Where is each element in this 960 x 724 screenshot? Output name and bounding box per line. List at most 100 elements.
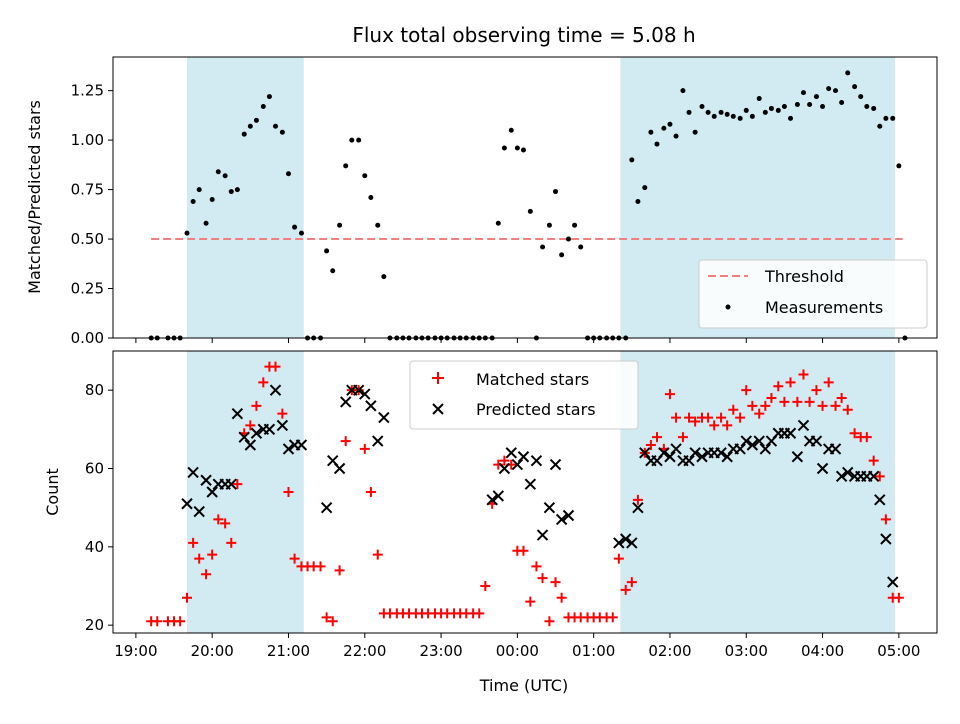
predicted-star-point bbox=[835, 470, 848, 483]
measurement-point bbox=[190, 198, 196, 204]
matched-star-point bbox=[716, 412, 727, 423]
predicted-star-points bbox=[181, 384, 899, 588]
predicted-star-point bbox=[721, 451, 733, 463]
legend-threshold-label: Threshold bbox=[764, 267, 844, 286]
predicted-star-point bbox=[753, 435, 765, 447]
predicted-star-point bbox=[696, 451, 708, 463]
predicted-star-point bbox=[206, 486, 218, 498]
measurement-point bbox=[514, 145, 520, 151]
matched-star-point bbox=[340, 436, 351, 447]
predicted-star-point bbox=[829, 443, 842, 455]
top-y-ticks: 0.00 0.25 0.50 0.75 1.00 1.25 bbox=[71, 82, 113, 347]
matched-star-point bbox=[188, 537, 199, 548]
measurement-point bbox=[184, 230, 190, 236]
matched-star-point bbox=[684, 412, 695, 423]
matched-star-point bbox=[773, 381, 784, 392]
measurement-point bbox=[661, 125, 667, 131]
measurement-point bbox=[234, 187, 240, 193]
measurement-point bbox=[680, 88, 686, 94]
measurement-point bbox=[546, 222, 552, 228]
matched-star-point bbox=[321, 612, 332, 623]
measurement-point bbox=[768, 105, 774, 111]
matched-star-point bbox=[289, 553, 300, 564]
predicted-star-point bbox=[759, 443, 772, 455]
measurement-point bbox=[337, 222, 343, 228]
predicted-star-point bbox=[555, 513, 568, 526]
predicted-star-point bbox=[511, 458, 524, 471]
predicted-star-point bbox=[492, 490, 505, 502]
measurement-point bbox=[241, 131, 247, 137]
predicted-star-point bbox=[282, 443, 295, 455]
measurement-point bbox=[711, 113, 717, 119]
matched-star-point bbox=[811, 385, 822, 396]
predicted-star-point bbox=[867, 470, 880, 483]
x-tick-label: 02:00 bbox=[648, 642, 691, 660]
x-tick-label: 19:00 bbox=[114, 642, 157, 660]
matched-star-point bbox=[842, 404, 853, 415]
predicted-star-point bbox=[842, 466, 854, 479]
predicted-star-point bbox=[734, 443, 746, 455]
measurement-point bbox=[247, 123, 253, 129]
matched-star-point bbox=[747, 400, 758, 411]
y-tick-label: 0.75 bbox=[71, 181, 104, 199]
top-plot-frame bbox=[112, 56, 938, 339]
predicted-star-point bbox=[620, 533, 632, 545]
measurement-point bbox=[788, 115, 794, 121]
y-tick-label: 20 bbox=[85, 616, 104, 634]
measurement-point bbox=[253, 117, 259, 123]
matched-star-point bbox=[152, 616, 163, 627]
bottom-x-ticks: 19:00 20:00 21:00 22:00 23:00 00:00 01:00 02:00… bbox=[114, 633, 920, 660]
matched-star-point bbox=[664, 389, 675, 400]
measurement-point bbox=[820, 103, 826, 109]
matched-star-point bbox=[499, 455, 510, 466]
matched-star-point bbox=[537, 573, 548, 584]
matched-star-point bbox=[525, 596, 536, 607]
measurement-point bbox=[508, 127, 514, 133]
matched-star-point bbox=[722, 420, 733, 431]
measurement-point bbox=[699, 103, 705, 109]
matched-star-point bbox=[690, 416, 701, 427]
measurement-point bbox=[527, 208, 533, 214]
predicted-star-point bbox=[320, 501, 333, 514]
matched-star-point bbox=[735, 412, 746, 423]
measurement-point bbox=[540, 244, 546, 250]
measurement-point bbox=[864, 103, 870, 109]
matched-star-point bbox=[893, 592, 904, 603]
predicted-star-point bbox=[689, 447, 701, 459]
measurement-point bbox=[800, 90, 806, 96]
matched-star-point bbox=[556, 592, 567, 603]
predicted-star-point bbox=[517, 451, 530, 463]
measurement-point bbox=[520, 147, 526, 153]
measurement-point bbox=[730, 113, 736, 119]
predicted-star-point bbox=[339, 396, 352, 408]
measurement-point bbox=[871, 105, 877, 111]
predicted-star-point bbox=[562, 509, 575, 522]
x-axis-label: Time (UTC) bbox=[479, 676, 568, 695]
y-tick-label: 0.25 bbox=[71, 280, 104, 298]
measurement-point bbox=[260, 103, 266, 109]
measurement-point bbox=[807, 101, 813, 107]
predicted-star-point bbox=[797, 419, 810, 432]
predicted-star-point bbox=[639, 447, 651, 459]
matched-star-point bbox=[709, 420, 720, 431]
matched-star-point bbox=[245, 420, 256, 431]
predicted-star-point bbox=[238, 431, 250, 443]
predicted-star-point bbox=[352, 384, 365, 396]
predicted-star-point bbox=[784, 427, 797, 439]
top-x-ticks bbox=[135, 338, 900, 343]
measurement-point bbox=[375, 222, 381, 228]
measurement-point bbox=[686, 109, 692, 115]
predicted-star-point bbox=[244, 439, 257, 451]
measurement-point bbox=[890, 115, 896, 121]
matched-star-point bbox=[258, 377, 269, 388]
matched-star-point bbox=[365, 487, 376, 497]
measurement-point bbox=[495, 220, 501, 226]
matched-star-point bbox=[880, 514, 891, 525]
measurement-point bbox=[362, 173, 368, 179]
matched-star-point bbox=[480, 581, 491, 591]
top-legend: Threshold Measurements bbox=[698, 259, 928, 329]
predicted-star-point bbox=[200, 474, 212, 486]
matched-star-point bbox=[645, 440, 656, 450]
measurement-point bbox=[635, 198, 641, 204]
predicted-star-point bbox=[359, 388, 371, 400]
